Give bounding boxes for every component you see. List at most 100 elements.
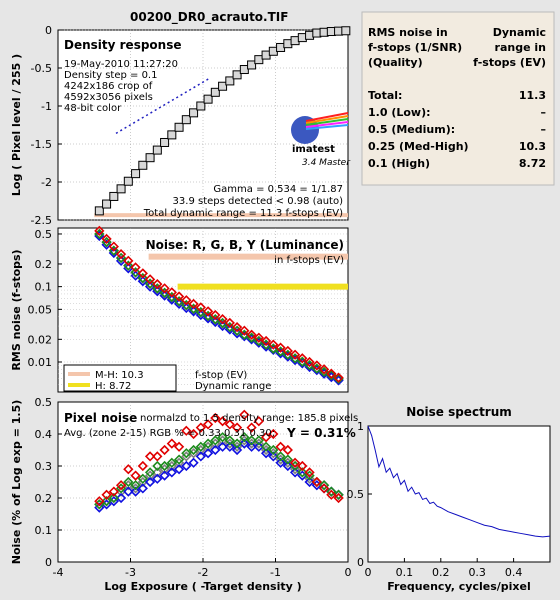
pixel-x-tick-label: -1 (270, 566, 281, 579)
pixel-point-red (260, 432, 272, 443)
density-point (218, 81, 228, 91)
pixel-point-red (289, 457, 301, 468)
rms-point-red (268, 339, 279, 350)
pixel-point-blue (239, 438, 250, 449)
pixel-point-blue (195, 451, 206, 462)
rms-point-green (195, 306, 206, 318)
table-row-value: 11.3 (519, 89, 546, 102)
density-info-bits: 48-bit color (64, 103, 122, 114)
rms-point-green (108, 245, 119, 256)
pixel-point-blue (123, 486, 134, 497)
pixel-point-green (246, 435, 257, 446)
pixel-point-red (282, 444, 293, 456)
imatest-logo (291, 112, 349, 144)
pixel-point-red (246, 422, 257, 433)
rms-band-m-h (148, 253, 348, 260)
table-row-label: 1.0 (Low): (368, 106, 431, 119)
rms-point-green (115, 252, 127, 264)
pixel-point-red (152, 451, 163, 462)
rms-point-red (123, 255, 134, 266)
pixel-point-blue (268, 451, 279, 462)
rms-y-tick-label: 0.02 (28, 333, 53, 346)
table-row-value: – (541, 106, 547, 119)
rms-point-red (231, 322, 243, 333)
density-point (341, 26, 351, 36)
rms-point-red (188, 298, 199, 310)
pixel-point-red (101, 489, 112, 500)
pixel-point-blue (144, 476, 156, 488)
table-header-left: (Quality) (368, 56, 423, 69)
table-row-value: 10.3 (519, 140, 546, 153)
pixel-point-blue (173, 464, 185, 475)
pixel-y-tick-label: 0.3 (35, 460, 53, 473)
pixel-point-red (108, 486, 119, 497)
results-table (361, 11, 555, 186)
logo-stripe (305, 112, 349, 122)
density-point (196, 101, 206, 111)
rms-y-axis-label-group: RMS noise (f-stops) (10, 249, 23, 370)
table-header-left: RMS noise in (368, 26, 448, 39)
rms-point-red (181, 295, 192, 306)
density-y-axis-label: Log ( Pixel level / 255 ) (10, 54, 23, 196)
rms-point-red (326, 368, 337, 379)
rms-point-green (166, 291, 177, 303)
pixel-point-green (231, 438, 243, 449)
density-point (109, 191, 119, 201)
table-header-right: Dynamic (493, 26, 546, 39)
pixel-point-green (159, 460, 170, 472)
rms-point-red (166, 287, 177, 298)
pixel-x-tick-label: -2 (198, 566, 209, 579)
rms-point-red (202, 306, 214, 317)
table-row-label: 0.25 (Med-High) (368, 140, 469, 153)
rms-point-green (239, 329, 250, 340)
spectrum-x-tick-label: 0.2 (432, 566, 450, 579)
pixel-point-red (173, 441, 185, 452)
pixel-x-axis-label: Log Exposure ( -Target density ) (104, 580, 301, 593)
spectrum-x-tick-label: 0.1 (396, 566, 414, 579)
density-info-date: 19-May-2010 11:27:20 (64, 59, 178, 70)
density-dynamic-range-band (94, 213, 348, 218)
rms-point-red (101, 233, 112, 245)
table-header-right: f-stops (EV) (473, 56, 546, 69)
pixel-panel-title: Pixel noise (64, 411, 137, 425)
pixel-point-red (318, 483, 330, 494)
rms-point-green (123, 260, 134, 271)
rms-point-green (326, 369, 337, 381)
pixel-point-blue (231, 444, 243, 456)
density-point (225, 76, 235, 86)
rms-point-red (152, 278, 163, 290)
logo-stripe (305, 124, 349, 130)
rms-point-red (289, 349, 301, 360)
rms-point-green (224, 322, 235, 333)
density-gamma-text: Gamma = 0.534 = 1/1.87 (213, 184, 343, 195)
rms-point-red (333, 372, 344, 383)
pixel-point-red (326, 489, 337, 500)
rms-point-green (130, 267, 141, 278)
pixel-point-blue (188, 457, 199, 468)
pixel-point-green (152, 460, 163, 472)
pixel-point-red (231, 422, 243, 433)
pixel-point-blue (152, 473, 163, 484)
pixel-point-green (130, 480, 141, 491)
density-point (160, 137, 170, 147)
table-row-label: 0.5 (Medium): (368, 123, 455, 136)
logo-stripe (305, 115, 349, 124)
pixel-y-axis-label-group: Noise (% of Log exp = 1.5) (10, 400, 23, 565)
pixel-point-red (239, 409, 250, 420)
rms-legend-label: H: 8.72 (95, 381, 131, 392)
rms-y-tick-label: 0.5 (35, 228, 53, 241)
pixel-point-green (318, 480, 330, 491)
pixel-point-blue (282, 460, 293, 472)
rms-point-red (159, 283, 170, 294)
pixel-point-blue (275, 457, 286, 468)
pixel-point-green (239, 432, 250, 443)
rms-panel-title: Noise: R, G, B, Y (Luminance) (146, 238, 344, 252)
pixel-point-red (130, 470, 141, 481)
density-point (232, 70, 242, 80)
spectrum-y-tick-label: 1 (357, 420, 364, 433)
rms-y-tick-label: 0.2 (35, 258, 53, 271)
rms-point-red (239, 325, 250, 336)
pixel-point-red (166, 438, 177, 449)
pixel-point-red (115, 480, 127, 491)
rms-point-red (195, 302, 206, 313)
